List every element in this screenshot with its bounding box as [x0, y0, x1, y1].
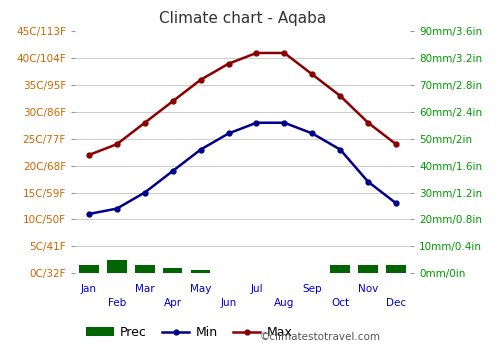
Bar: [330, 265, 350, 273]
Text: ©climatestotravel.com: ©climatestotravel.com: [260, 332, 381, 342]
Text: Jan: Jan: [81, 284, 97, 294]
Text: Mar: Mar: [135, 284, 154, 294]
Legend: Prec, Min, Max: Prec, Min, Max: [81, 321, 298, 344]
Text: Jul: Jul: [250, 284, 263, 294]
Text: Feb: Feb: [108, 298, 126, 308]
Text: Nov: Nov: [358, 284, 378, 294]
Text: Dec: Dec: [386, 298, 406, 308]
Text: May: May: [190, 284, 212, 294]
Text: Apr: Apr: [164, 298, 182, 308]
Text: Aug: Aug: [274, 298, 294, 308]
Bar: [358, 265, 378, 273]
Bar: [163, 268, 182, 273]
Text: Sep: Sep: [302, 284, 322, 294]
Bar: [135, 265, 154, 273]
Bar: [107, 260, 126, 273]
Bar: [191, 270, 210, 273]
Text: Oct: Oct: [331, 298, 349, 308]
Text: Jun: Jun: [220, 298, 236, 308]
Title: Climate chart - Aqaba: Climate chart - Aqaba: [159, 11, 326, 26]
Bar: [386, 265, 406, 273]
Bar: [79, 265, 98, 273]
